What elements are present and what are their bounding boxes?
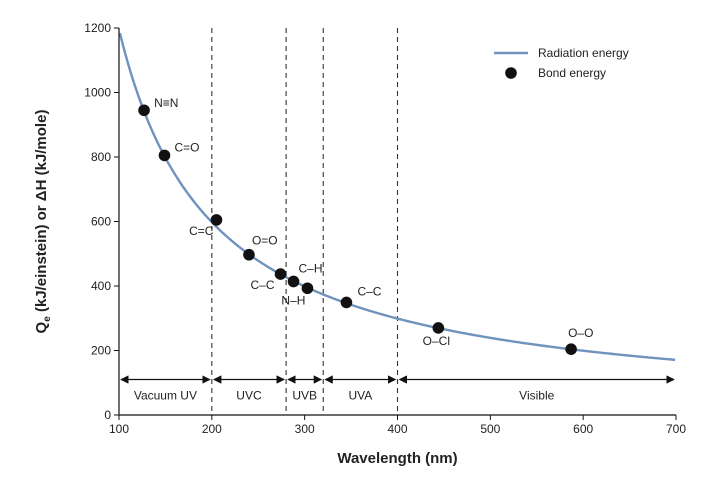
legend-label-radiation: Radiation energy [538, 46, 629, 60]
region-label-0: Vacuum UV [134, 389, 197, 403]
bond-label-9: O–O [568, 326, 593, 340]
axes: 100 200 300 400 500 600 700 0 200 400 600 800 1000 12… [33, 21, 686, 467]
bond-label-8: O–Cl [423, 334, 450, 348]
region-label-bg-1 [234, 387, 264, 402]
y-tick-label-400: 400 [91, 279, 111, 293]
region-label-bg-3 [345, 387, 376, 402]
x-tick-label-100: 100 [109, 422, 129, 436]
y-tick-label-1200: 1200 [84, 21, 111, 35]
bond-point-6 [301, 282, 314, 295]
bond-point-2 [210, 214, 223, 226]
y-tick-label-0: 0 [104, 408, 111, 422]
bond-energy-points: N≡N C=O C=C O=O C–C C–H N–H C–C O–Cl O–O [138, 96, 593, 356]
region-arrows: Vacuum UV UVC UVB UVA Visible [120, 375, 675, 403]
bond-label-2: C=C [189, 224, 214, 238]
region-boundaries [211, 28, 399, 415]
region-label-1: UVC [236, 389, 262, 403]
y-axis-title-sub: e [42, 316, 53, 322]
x-tick-label-700: 700 [666, 422, 686, 436]
bond-label-1: C=O [174, 140, 199, 154]
bond-point-5 [287, 275, 300, 288]
legend: Radiation energy Bond energy [494, 46, 629, 80]
region-label-bg-0 [129, 387, 202, 402]
x-tick-label-400: 400 [387, 422, 407, 436]
y-axis-title-rest: (kJ/einstein) or ΔH (kJ/mole) [33, 110, 50, 317]
bond-label-3: O=O [252, 234, 278, 248]
y-tick-label-600: 600 [91, 215, 111, 229]
bond-label-0: N≡N [154, 96, 178, 110]
x-tick-label-500: 500 [480, 422, 500, 436]
bond-label-7: C–C [357, 284, 381, 298]
bond-point-8 [432, 322, 445, 334]
x-tick-label-600: 600 [573, 422, 593, 436]
bond-point-9 [565, 343, 577, 356]
legend-label-bond: Bond energy [538, 66, 606, 80]
y-tick-label-800: 800 [91, 150, 111, 164]
y-axis-title: Qe (kJ/einstein) or ΔH (kJ/mole) [33, 110, 53, 334]
bond-point-4 [274, 268, 287, 280]
bond-point-0 [138, 104, 150, 117]
y-tick-label-200: 200 [91, 344, 111, 358]
bond-label-5: C–H [299, 261, 323, 275]
x-axis-title: Wavelength (nm) [337, 450, 457, 467]
x-tick-label-200: 200 [202, 422, 222, 436]
region-label-2: UVB [292, 389, 317, 403]
x-tick-label-300: 300 [295, 422, 315, 436]
bond-label-4: C–C [251, 278, 275, 292]
legend-dot-swatch [505, 67, 517, 79]
region-label-bg-4 [507, 387, 566, 402]
region-label-bg-2 [289, 387, 320, 402]
bond-point-3 [243, 248, 255, 261]
region-label-4: Visible [519, 389, 554, 403]
bond-label-6: N–H [281, 293, 305, 307]
bond-point-1 [158, 149, 171, 162]
bond-point-7 [340, 296, 353, 309]
region-label-3: UVA [348, 389, 372, 403]
y-axis-title-q: Q [33, 321, 50, 333]
y-tick-label-1000: 1000 [84, 86, 111, 100]
